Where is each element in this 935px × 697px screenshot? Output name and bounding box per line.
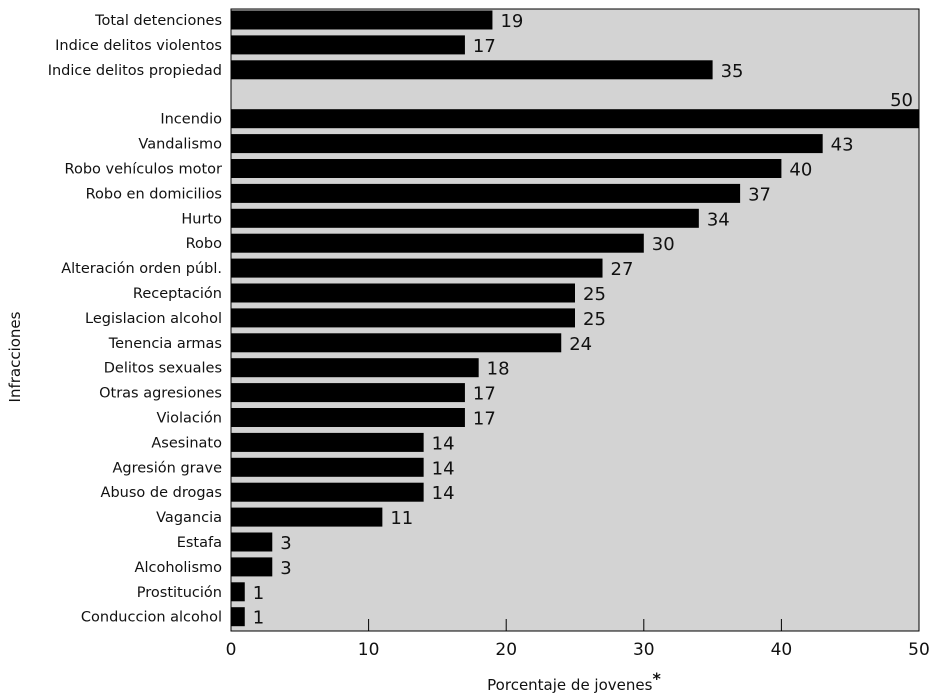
bar — [231, 457, 424, 477]
value-label: 1 — [253, 608, 264, 629]
value-label: 50 — [890, 90, 913, 111]
bar — [231, 383, 465, 403]
category-label: Receptación — [133, 286, 222, 302]
bar — [231, 408, 465, 427]
category-label: Hurto — [181, 211, 222, 227]
x-tick-label: 0 — [226, 640, 237, 660]
x-axis-title: Porcentaje de jovenes* — [487, 669, 661, 694]
category-label: Otras agresiones — [99, 386, 222, 402]
bar — [231, 60, 713, 80]
x-tick-label: 20 — [495, 640, 517, 660]
category-label: Robo — [186, 236, 222, 252]
category-label: Alteración orden públ. — [61, 261, 222, 277]
category-label: Abuso de drogas — [101, 485, 222, 501]
value-label: 1 — [253, 583, 264, 604]
value-label: 43 — [831, 135, 854, 156]
value-label: 3 — [280, 558, 291, 579]
category-label: Agresión grave — [113, 460, 223, 476]
x-tick-label: 10 — [358, 640, 380, 660]
category-label: Alcoholismo — [135, 560, 223, 576]
value-label: 17 — [473, 384, 496, 405]
x-axis-title-marker: * — [652, 669, 661, 688]
category-label: Delitos sexuales — [104, 361, 222, 377]
bar — [231, 134, 823, 154]
bar — [231, 507, 383, 527]
value-label: 27 — [611, 259, 634, 280]
category-label: Vagancia — [156, 510, 222, 526]
bar — [231, 557, 273, 577]
bar — [231, 607, 245, 627]
category-label: Tenencia armas — [108, 336, 222, 352]
bar — [231, 283, 575, 303]
value-label: 37 — [748, 184, 771, 205]
x-axis: 0 10 20 30 40 50 — [226, 619, 930, 660]
value-label: 35 — [721, 61, 744, 82]
y-axis-title: Infracciones — [6, 311, 24, 402]
category-labels: Total detenciones Indice delitos violento… — [48, 13, 222, 626]
value-label: 25 — [583, 309, 606, 330]
bar — [231, 35, 465, 55]
category-label: Violación — [157, 411, 222, 427]
category-label: Robo vehículos motor — [65, 162, 222, 178]
value-label: 19 — [500, 11, 523, 32]
category-label: Indice delitos violentos — [55, 38, 222, 54]
x-axis-title-text: Porcentaje de jovenes — [487, 676, 652, 694]
value-label: 30 — [652, 234, 675, 255]
x-tick-label: 50 — [908, 640, 930, 660]
category-label: Incendio — [160, 112, 222, 128]
value-label: 40 — [789, 160, 812, 181]
x-tick-label: 30 — [633, 640, 655, 660]
value-label: 24 — [569, 334, 592, 355]
bar — [231, 582, 245, 602]
x-tick-label: 40 — [771, 640, 793, 660]
bars-layer — [231, 10, 919, 627]
category-label: Vandalismo — [138, 137, 222, 153]
bar — [231, 183, 741, 203]
bar — [231, 159, 782, 178]
category-label: Indice delitos propiedad — [48, 63, 222, 79]
category-label: Asesinato — [151, 435, 222, 451]
value-label: 3 — [280, 533, 291, 554]
bar — [231, 532, 273, 552]
bar — [231, 10, 493, 30]
value-label: 14 — [432, 433, 455, 454]
value-label: 34 — [707, 209, 730, 230]
bar — [231, 109, 919, 129]
bar — [231, 258, 603, 278]
value-label: 14 — [432, 483, 455, 504]
value-label: 18 — [487, 359, 510, 380]
bar — [231, 432, 424, 452]
value-label: 17 — [473, 36, 496, 57]
bar — [231, 482, 424, 502]
bar — [231, 308, 575, 328]
bar — [231, 208, 699, 228]
value-label: 14 — [432, 458, 455, 479]
value-label: 11 — [390, 508, 413, 529]
category-label: Prostitución — [137, 585, 222, 601]
category-label: Conduccion alcohol — [81, 610, 222, 626]
bar — [231, 233, 644, 253]
category-label: Total detenciones — [94, 13, 222, 29]
category-label: Robo en domicilios — [86, 186, 222, 202]
bar — [231, 333, 562, 353]
value-label: 17 — [473, 409, 496, 430]
bar — [231, 358, 479, 378]
category-label: Estafa — [177, 535, 222, 551]
category-label: Legislacion alcohol — [85, 311, 222, 327]
value-labels: 1917355043403734302725252418171714141411… — [253, 11, 913, 629]
value-label: 25 — [583, 284, 606, 305]
